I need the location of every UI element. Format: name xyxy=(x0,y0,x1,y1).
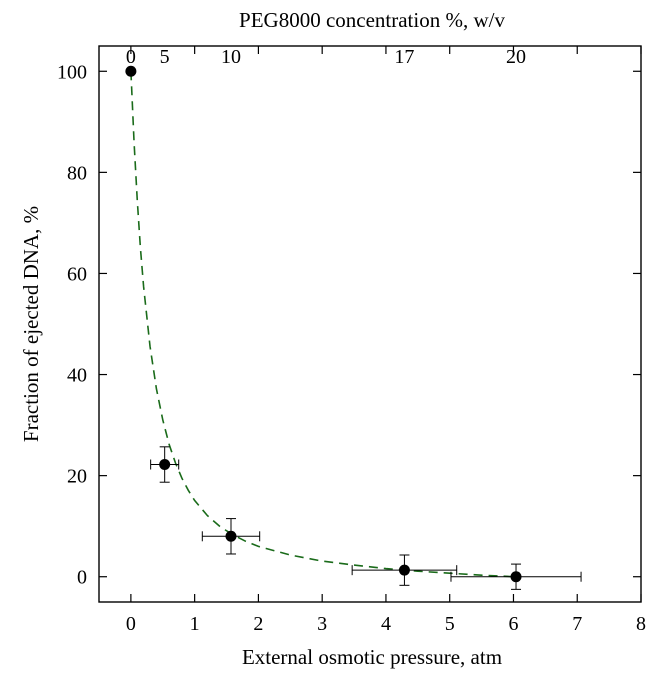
x-tick-label: 7 xyxy=(572,613,582,635)
x-axis-label: External osmotic pressure, atm xyxy=(242,645,502,669)
x-tick-label: 5 xyxy=(445,613,455,635)
y-tick-label: 0 xyxy=(77,567,87,589)
data-point xyxy=(398,564,410,576)
x-tick-label: 6 xyxy=(508,613,518,635)
top-tick-label: 20 xyxy=(506,46,526,68)
y-axis: 0 20 40 60 80 100 xyxy=(57,61,641,589)
data-point xyxy=(159,459,171,471)
data-points-group xyxy=(125,65,582,590)
plot-frame xyxy=(98,45,642,603)
top-tick-label: 0 xyxy=(126,46,136,68)
y-axis-label: Fraction of ejected DNA, % xyxy=(19,206,43,442)
top-axis: 0 5 10 17 20 xyxy=(126,46,526,68)
top-tick-label: 5 xyxy=(160,46,170,68)
top-axis-label: PEG8000 concentration %, w/v xyxy=(239,8,505,32)
top-tick-label: 17 xyxy=(394,46,414,68)
x-tick-label: 0 xyxy=(126,613,136,635)
y-tick-label: 100 xyxy=(57,61,87,83)
x-tick-label: 8 xyxy=(636,613,646,635)
top-tick-label: 10 xyxy=(221,46,241,68)
y-tick-label: 80 xyxy=(67,162,87,184)
data-point xyxy=(125,65,137,77)
x-tick-label: 4 xyxy=(381,613,391,635)
y-tick-label: 20 xyxy=(67,466,87,488)
x-tick-label: 1 xyxy=(190,613,200,635)
fit-curve xyxy=(130,71,514,578)
x-tick-label: 3 xyxy=(317,613,327,635)
data-point xyxy=(510,571,522,583)
y-tick-label: 40 xyxy=(67,365,87,387)
x-tick-label: 2 xyxy=(253,613,263,635)
x-axis: 0 1 2 3 4 5 6 7 8 xyxy=(126,46,646,635)
y-tick-label: 60 xyxy=(67,263,87,285)
data-point xyxy=(225,530,237,542)
fit-curve-group xyxy=(130,71,514,578)
